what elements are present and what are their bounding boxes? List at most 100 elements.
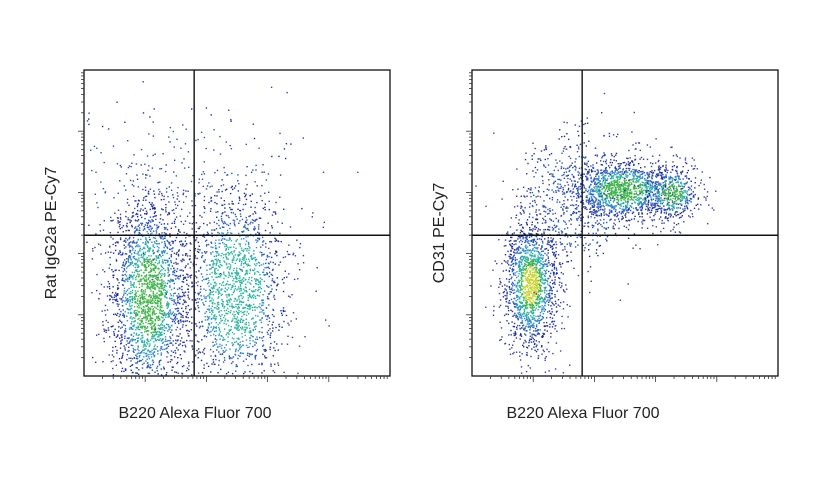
data-point — [157, 327, 160, 329]
data-point — [145, 241, 147, 243]
data-point — [214, 195, 216, 197]
data-point — [519, 291, 522, 294]
data-point — [230, 118, 232, 121]
data-point — [161, 331, 163, 333]
data-point — [203, 173, 206, 175]
data-point — [514, 334, 516, 337]
data-point — [216, 305, 218, 307]
data-point — [117, 192, 119, 194]
data-point — [534, 292, 537, 294]
data-point — [287, 253, 289, 256]
data-point — [149, 216, 152, 218]
data-point — [507, 260, 509, 262]
data-point — [328, 325, 330, 327]
data-point — [522, 248, 524, 250]
data-point — [206, 231, 209, 233]
data-point — [132, 338, 134, 341]
data-point — [511, 236, 513, 239]
data-point — [127, 140, 129, 142]
data-point — [158, 181, 160, 184]
data-point — [516, 251, 519, 253]
data-point — [131, 216, 133, 219]
data-point — [271, 314, 274, 316]
data-point — [270, 284, 272, 287]
data-point — [196, 298, 199, 300]
data-point — [130, 344, 133, 346]
data-point — [534, 228, 536, 230]
data-point — [154, 302, 156, 304]
data-point — [525, 370, 528, 373]
data-point — [184, 344, 186, 346]
data-point — [235, 247, 237, 250]
data-point — [209, 289, 212, 292]
data-point — [100, 253, 102, 255]
data-point — [257, 228, 260, 230]
data-point — [177, 310, 180, 312]
data-point — [254, 326, 256, 328]
data-point — [247, 229, 250, 231]
data-point — [222, 232, 224, 235]
data-point — [535, 277, 538, 279]
data-point — [279, 174, 282, 176]
data-point — [122, 314, 124, 317]
data-point — [560, 272, 563, 274]
data-point — [124, 368, 127, 370]
data-point — [544, 260, 546, 262]
data-point — [508, 278, 510, 281]
data-point — [142, 317, 144, 320]
data-point — [138, 266, 140, 268]
data-point — [120, 299, 122, 301]
data-point — [253, 294, 255, 296]
data-point — [187, 296, 190, 298]
data-point — [91, 169, 93, 172]
data-point — [191, 223, 193, 225]
data-point — [231, 253, 233, 255]
data-point — [262, 299, 264, 301]
data-point — [258, 286, 260, 288]
data-point — [535, 236, 538, 238]
data-point — [244, 323, 246, 325]
data-point — [245, 269, 247, 272]
data-point — [516, 205, 519, 207]
data-point — [172, 196, 175, 199]
data-point — [152, 253, 155, 255]
data-point — [211, 363, 213, 365]
data-point — [108, 285, 111, 288]
data-point — [194, 308, 197, 311]
data-point — [245, 321, 247, 324]
data-point — [235, 364, 238, 366]
data-point — [538, 283, 541, 285]
data-point — [241, 297, 244, 300]
data-point — [204, 335, 206, 337]
data-point — [160, 199, 163, 201]
data-point — [536, 279, 539, 282]
data-point — [174, 203, 177, 206]
data-point — [129, 301, 131, 303]
data-point — [549, 289, 551, 291]
data-point — [163, 275, 166, 278]
data-point — [129, 275, 132, 278]
data-point — [245, 339, 248, 341]
data-point — [126, 198, 129, 200]
data-point — [236, 365, 238, 367]
data-point — [137, 360, 139, 363]
data-point — [135, 246, 137, 248]
data-point — [526, 318, 528, 320]
data-point — [225, 263, 228, 266]
data-point — [221, 319, 223, 322]
data-point — [141, 297, 143, 299]
data-point — [536, 333, 539, 335]
data-point — [248, 321, 250, 324]
data-point — [511, 243, 513, 245]
data-point — [220, 368, 222, 371]
data-point — [221, 344, 223, 347]
data-point — [110, 220, 112, 222]
data-point — [257, 315, 259, 317]
data-point — [157, 319, 159, 322]
data-point — [513, 322, 516, 325]
data-point — [90, 149, 92, 151]
data-point — [197, 305, 199, 307]
data-point — [498, 306, 501, 308]
data-point — [523, 313, 526, 315]
data-point — [169, 141, 171, 143]
